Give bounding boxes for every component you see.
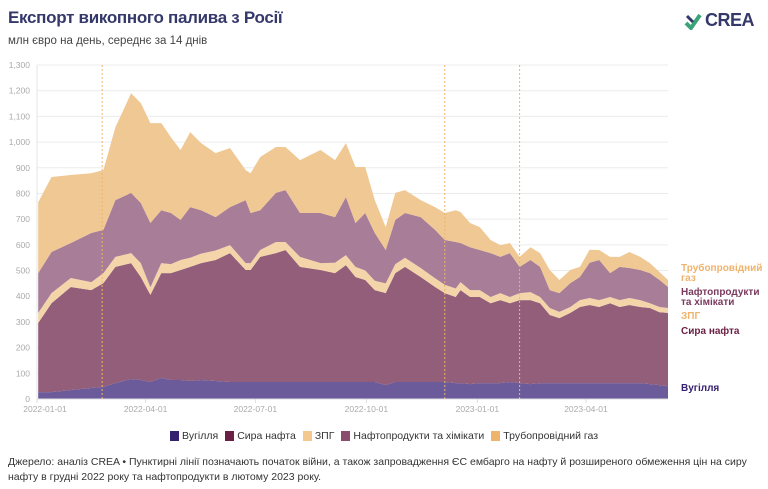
legend-swatch — [491, 431, 501, 441]
series-areas — [38, 93, 668, 399]
logo-text: CREA — [704, 10, 755, 30]
chart-subtitle: млн євро на день, середнє за 14 днів — [8, 35, 208, 47]
label-lng: ЗПГ — [681, 311, 701, 322]
x-tick-label: 2022-01-01 — [23, 404, 67, 414]
legend-swatch — [302, 431, 312, 441]
area-Нафтопродукти та хімікати[interactable] — [38, 190, 668, 313]
legend-item[interactable]: Нафтопродукти та хімікати — [341, 430, 484, 442]
y-tick-label: 600 — [16, 240, 30, 250]
legend-item[interactable]: Сира нафта — [225, 430, 296, 442]
area-Вугілля[interactable] — [38, 377, 668, 399]
legend-label: Трубопровідний газ — [503, 430, 599, 442]
y-tick-label: 700 — [16, 214, 30, 224]
area-Сира нафта[interactable] — [38, 250, 668, 393]
area-Трубопровідний газ[interactable] — [38, 93, 668, 294]
x-tick-label: 2022-10-01 — [345, 404, 389, 414]
x-tick-label: 2022-04-01 — [124, 404, 168, 414]
y-tick-label: 100 — [16, 368, 30, 378]
legend-item[interactable]: Трубопровідний газ — [491, 430, 598, 442]
x-tick-label: 2023-01-01 — [456, 404, 500, 414]
legend-label: ЗПГ — [314, 430, 335, 442]
y-tick-label: 800 — [16, 188, 30, 198]
crea-logo-icon — [684, 13, 702, 30]
y-tick-label: 500 — [16, 266, 30, 276]
y-tick-label: 1,200 — [9, 86, 31, 96]
legend-item[interactable]: Вугілля — [169, 430, 219, 442]
y-tick-label: 1,000 — [9, 137, 31, 147]
y-tick-label: 1,300 — [9, 60, 31, 70]
x-axis: 2022-01-01 2022-04-01 2022-07-01 2022-10-01… — [23, 398, 668, 414]
chart-title: Експорт викопного палива з Росії — [8, 8, 283, 27]
legend-label: Нафтопродукти та хімікати — [353, 430, 485, 442]
x-tick-label: 2023-04-01 — [564, 404, 608, 414]
y-tick-label: 300 — [16, 317, 30, 327]
legend-label: Вугілля — [181, 430, 219, 442]
y-tick-label: 0 — [25, 394, 30, 404]
y-tick-label: 1,100 — [9, 111, 31, 121]
y-tick-label: 900 — [16, 163, 30, 173]
y-tick-label: 400 — [16, 291, 30, 301]
legend-swatch — [341, 431, 351, 441]
legend-swatch — [225, 431, 235, 441]
legend-item[interactable]: ЗПГ — [302, 430, 335, 442]
label-pipeline-gas: Трубопровідний газ — [681, 263, 763, 284]
label-oil-products: Нафтопродукти та хімікати — [681, 287, 760, 308]
y-axis: 0 100 200 300 400 500 600 700 800 900 1,000 1,100 1,… — [9, 60, 31, 404]
area-ЗПГ[interactable] — [38, 242, 668, 323]
x-tick-label: 2022-07-01 — [234, 404, 278, 414]
legend-swatch — [169, 431, 179, 441]
crea-logo[interactable]: CREA — [684, 10, 755, 31]
label-crude-oil: Сира нафта — [681, 326, 740, 337]
label-coal: Вугілля — [681, 383, 720, 394]
y-tick-label: 200 — [16, 343, 30, 353]
stacked-area-chart: 0 100 200 300 400 500 600 700 800 900 1,000 1,100 1,… — [9, 60, 668, 414]
legend-label: Сира нафта — [237, 430, 296, 442]
legend: Вугілля Сира нафта ЗПГ Нафтопродукти та хім… — [0, 430, 768, 442]
source-note: Джерело: аналіз CREA • Пунктирні лінії п… — [8, 456, 747, 483]
